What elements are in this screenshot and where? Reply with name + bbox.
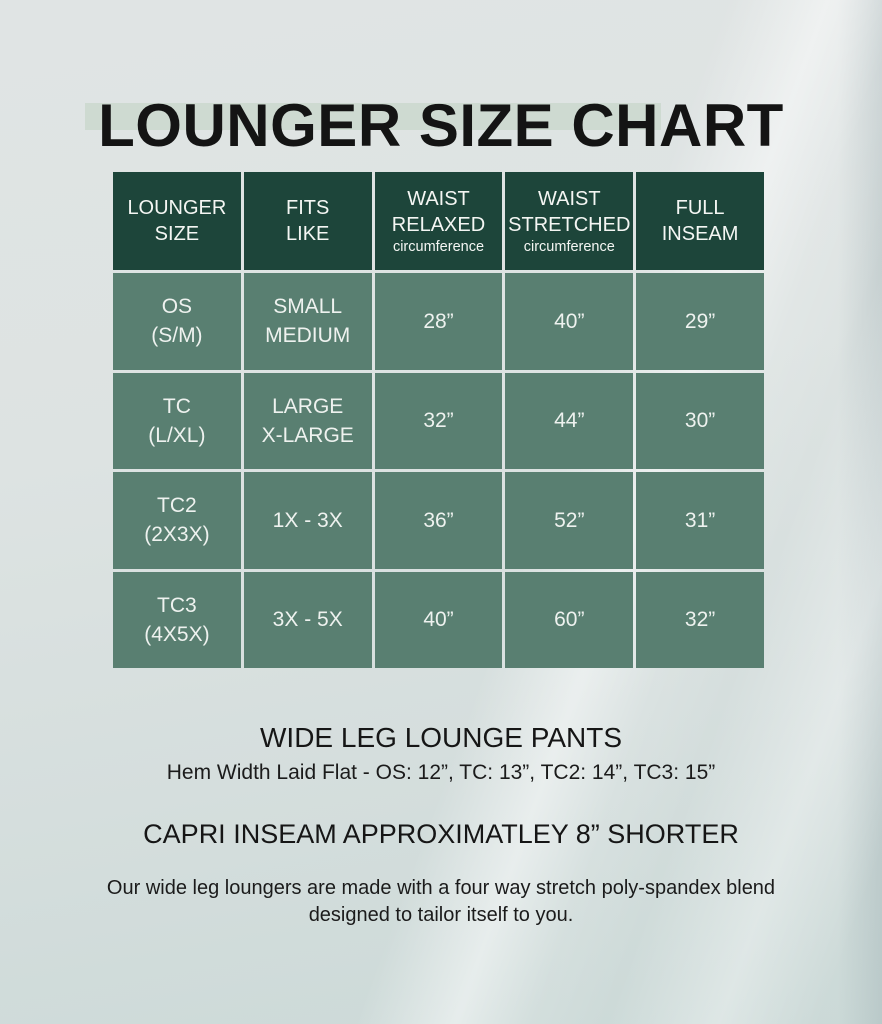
cell-line: 44” <box>554 409 585 433</box>
full-inseam-cell-tc: 30” <box>636 372 764 469</box>
waist-relaxed-cell-tc3: 40” <box>374 571 503 668</box>
waist-relaxed-cell-os: 28” <box>374 273 503 370</box>
header-line: STRETCHED <box>508 214 631 236</box>
cell-line: (S/M) <box>151 324 203 348</box>
size-cell-os: OS (S/M) <box>113 273 241 370</box>
size-cell-tc: TC (L/XL) <box>113 372 241 469</box>
product-heading: WIDE LEG LOUNGE PANTS <box>260 722 622 753</box>
cell-line: MEDIUM <box>265 324 351 348</box>
size-cell-tc2: TC2 (2X3X) <box>113 472 241 569</box>
waist-stretched-cell-os: 40” <box>505 273 634 370</box>
cell-line: OS <box>161 295 193 319</box>
cell-line: 1X - 3X <box>272 508 343 532</box>
header-line: SIZE <box>154 222 200 245</box>
header-line: RELAXED <box>391 214 486 236</box>
cell-line: 52” <box>554 508 585 532</box>
header-line: INSEAM <box>661 222 739 245</box>
header-line: FITS <box>286 196 330 219</box>
full-inseam-cell-os: 29” <box>636 273 764 370</box>
fabric-note-line: designed to tailor itself to you. <box>308 904 574 926</box>
cell-line: 36” <box>423 508 454 532</box>
header-cell-fits-like: FITS LIKE <box>243 172 372 270</box>
cell-line: 28” <box>423 309 454 333</box>
waist-relaxed-cell-tc2: 36” <box>374 472 503 569</box>
full-inseam-cell-tc3: 32” <box>636 571 764 668</box>
cell-line: 32” <box>423 409 454 433</box>
cell-line: 32” <box>684 608 716 632</box>
cell-line: LARGE <box>272 394 344 418</box>
header-line: LOUNGER <box>127 196 227 219</box>
size-chart-table: LOUNGER SIZE FITS LIKE WAIST RELAXED cir… <box>113 172 764 668</box>
cell-line: X-LARGE <box>261 423 354 447</box>
header-cell-waist-relaxed: WAIST RELAXED circumference <box>374 172 503 270</box>
waist-stretched-cell-tc3: 60” <box>505 571 634 668</box>
header-subline: circumference <box>392 239 485 255</box>
page-title: LOUNGER SIZE CHART <box>98 92 784 160</box>
header-subline: circumference <box>523 239 615 255</box>
cell-line: 40” <box>554 309 585 333</box>
header-line: FULL <box>675 196 725 219</box>
size-cell-tc3: TC3 (4X5X) <box>113 571 241 668</box>
fabric-note-line: Our wide leg loungers are made with a fo… <box>106 877 776 899</box>
cell-line: TC2 <box>157 494 197 518</box>
cell-line: 30” <box>684 409 716 433</box>
cell-line: (L/XL) <box>148 423 206 447</box>
cell-line: 60” <box>554 608 585 632</box>
fits-like-cell-os: SMALL MEDIUM <box>243 273 372 370</box>
waist-stretched-cell-tc: 44” <box>505 372 634 469</box>
waist-relaxed-cell-tc: 32” <box>374 372 503 469</box>
cell-line: 29” <box>684 309 716 333</box>
hem-width-note: Hem Width Laid Flat - OS: 12”, TC: 13”, … <box>166 761 716 784</box>
cell-line: SMALL <box>273 295 343 319</box>
cell-line: 3X - 5X <box>272 608 343 632</box>
cell-line: TC <box>162 394 191 418</box>
header-line: WAIST <box>537 188 601 210</box>
header-cell-full-inseam: FULL INSEAM <box>636 172 764 270</box>
cell-line: 40” <box>423 608 454 632</box>
cell-line: TC3 <box>157 593 197 617</box>
full-inseam-cell-tc2: 31” <box>636 472 764 569</box>
fits-like-cell-tc2: 1X - 3X <box>243 472 372 569</box>
capri-inseam-note: CAPRI INSEAM APPROXIMATLEY 8” SHORTER <box>143 819 739 849</box>
header-cell-waist-stretched: WAIST STRETCHED circumference <box>505 172 634 270</box>
cell-line: 31” <box>684 508 716 532</box>
fits-like-cell-tc3: 3X - 5X <box>243 571 372 668</box>
cell-line: (4X5X) <box>144 622 210 646</box>
waist-stretched-cell-tc2: 52” <box>505 472 634 569</box>
header-line: WAIST <box>407 188 470 210</box>
cell-line: (2X3X) <box>144 523 210 547</box>
fabric-note: Our wide leg loungers are made with a fo… <box>0 875 882 929</box>
header-line: LIKE <box>286 222 330 245</box>
fits-like-cell-tc: LARGE X-LARGE <box>243 372 372 469</box>
title-highlight-bar <box>85 103 661 130</box>
header-cell-lounger-size: LOUNGER SIZE <box>113 172 241 270</box>
